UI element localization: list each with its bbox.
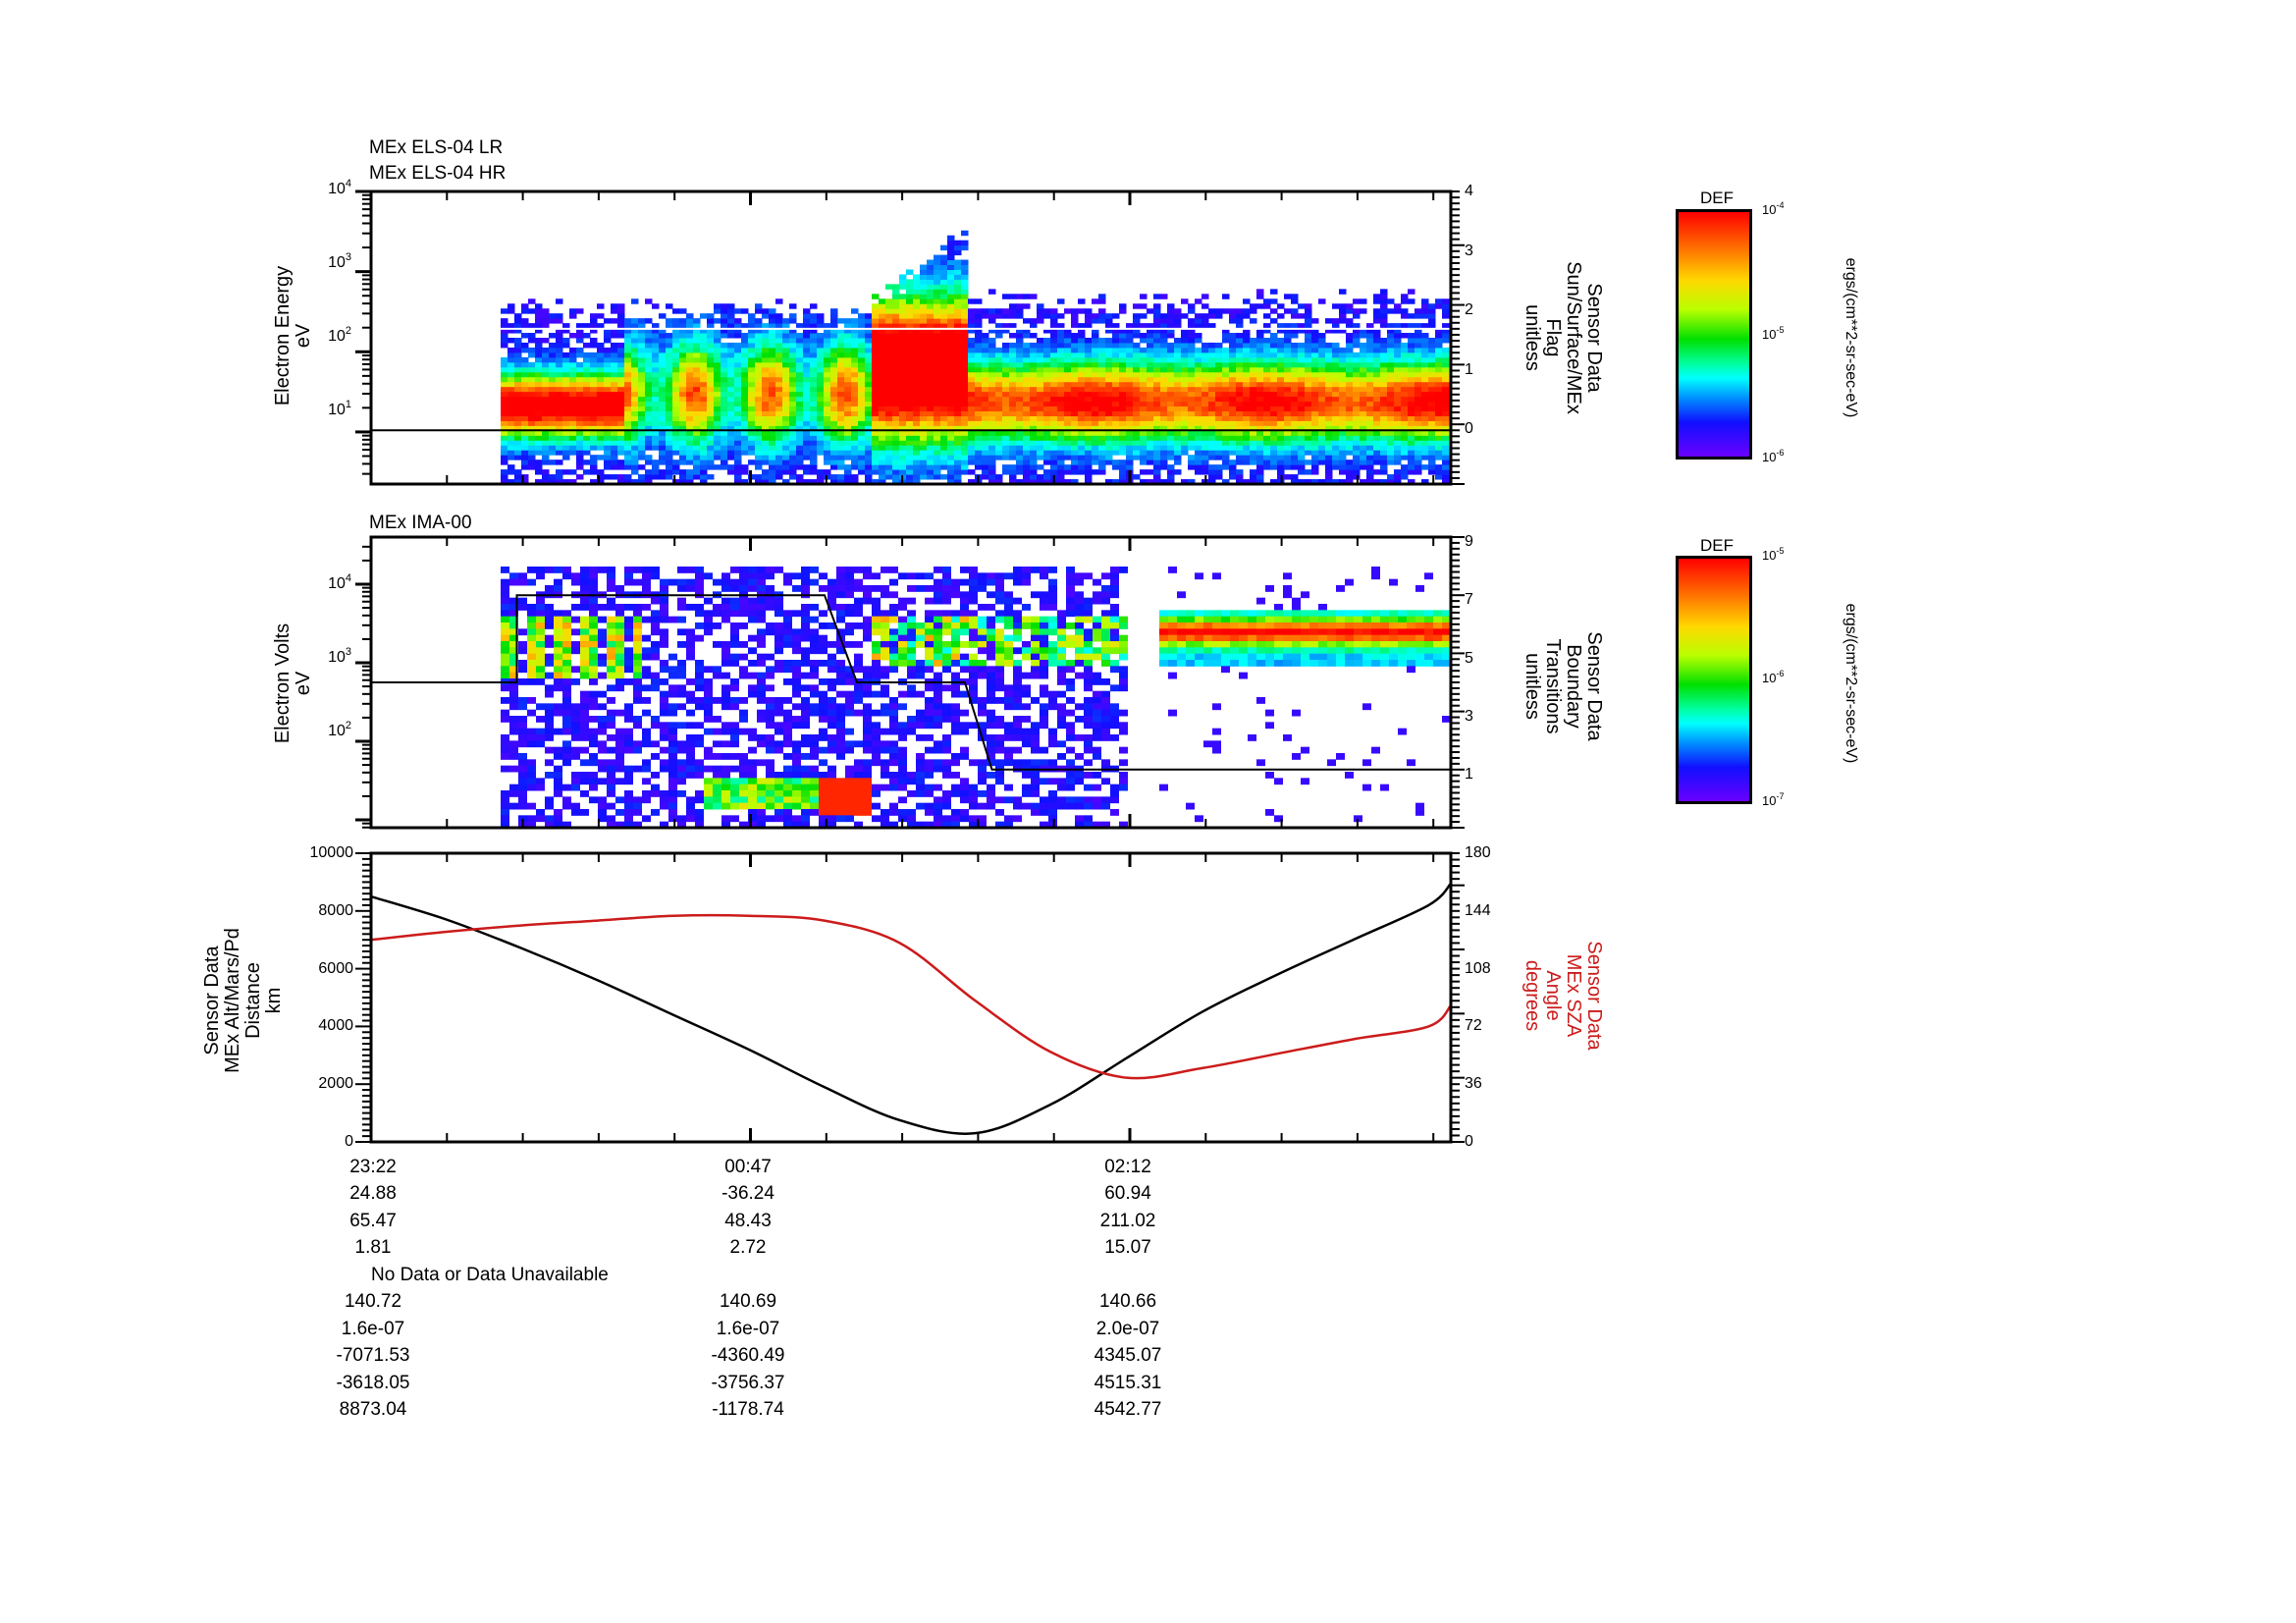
ima-rtick-1: 1: [1465, 766, 1473, 783]
ephem-value: 211.02: [1099, 1210, 1156, 1231]
orbit-lines: [370, 882, 1452, 1135]
ephem-value: 1.6e-07: [716, 1318, 780, 1339]
ephem-value: 140.72: [344, 1291, 402, 1312]
orbit-ytick-8000: 8000: [318, 902, 353, 919]
axes-frames: [355, 189, 1465, 1144]
ephem-value: 140.69: [719, 1291, 777, 1312]
orbit-ytick-2000: 2000: [318, 1075, 353, 1092]
ephem-value: -3756.37: [711, 1372, 785, 1393]
sza-line: [370, 913, 1452, 1080]
ephem-value: -1178.74: [712, 1399, 784, 1420]
ima-ytick-1e3: 103: [328, 646, 351, 666]
orbit-ytick-10000: 10000: [309, 844, 354, 861]
els-cb-mid: 10-5: [1762, 325, 1785, 342]
ima-rtick-9: 9: [1465, 533, 1473, 550]
ephem-value: 24.88: [349, 1183, 397, 1204]
els-title-lr: MEx ELS-04 LR: [369, 137, 504, 158]
ima-rtick-3: 3: [1465, 708, 1473, 725]
ephem-value: No Data or Data Unavailable: [371, 1264, 609, 1285]
ephem-value: 4345.07: [1094, 1345, 1162, 1366]
altitude-line: [370, 882, 1452, 1135]
ima-colorbar: [1676, 556, 1752, 804]
ephem-value: 60.94: [1104, 1183, 1151, 1204]
ephem-value: 1.6e-07: [341, 1318, 405, 1339]
ephem-value: 2.72: [729, 1237, 767, 1258]
orbit-rtick-72: 72: [1465, 1017, 1482, 1034]
ephem-value: -7071.53: [336, 1345, 410, 1366]
ephem-time-1: 00:47: [724, 1157, 772, 1177]
els-ytick-1e3: 103: [328, 251, 351, 271]
els-ytick-1e2: 102: [328, 325, 351, 345]
els-rtick-0: 0: [1465, 420, 1473, 437]
ephem-value: 48.43: [724, 1210, 772, 1231]
ima-title: MEx IMA-00: [369, 513, 472, 533]
orbit-rtick-0: 0: [1465, 1133, 1473, 1150]
ephem-value: 8873.04: [339, 1399, 407, 1420]
ima-ytick-1e2: 102: [328, 720, 351, 739]
ima-cb-mid: 10-6: [1762, 669, 1785, 685]
ima-cb-bottom: 10-7: [1762, 791, 1785, 808]
orbit-ytick-6000: 6000: [318, 960, 353, 977]
els-spectrogram: [371, 230, 1451, 485]
els-rtick-4: 4: [1465, 183, 1473, 199]
ephem-time-0: 23:22: [349, 1157, 397, 1177]
ephem-value: 4542.77: [1094, 1399, 1162, 1420]
ephem-value: -36.24: [721, 1183, 774, 1204]
ephem-value: 15.07: [1104, 1237, 1151, 1258]
ephem-value: 140.66: [1098, 1291, 1157, 1312]
ephem-value: -3618.05: [336, 1372, 410, 1393]
els-rtick-3: 3: [1465, 243, 1473, 259]
ephem-value: 4515.31: [1094, 1372, 1162, 1393]
ima-rtick-5: 5: [1465, 650, 1473, 667]
els-colorbar-title: DEF: [1700, 189, 1734, 207]
els-title-hr: MEx ELS-04 HR: [369, 163, 507, 184]
ima-cb-top: 10-5: [1762, 546, 1785, 563]
els-colorbar: [1676, 209, 1752, 460]
els-cb-bottom: 10-6: [1762, 448, 1785, 464]
ephem-value: 1.81: [354, 1237, 392, 1258]
ephem-time-2: 02:12: [1104, 1157, 1151, 1177]
ephem-value: 2.0e-07: [1095, 1318, 1160, 1339]
ima-spectrogram: [371, 567, 1451, 829]
els-rtick-2: 2: [1465, 301, 1473, 318]
orbit-rtick-144: 144: [1465, 902, 1491, 919]
orbit-rtick-180: 180: [1465, 844, 1491, 861]
els-ytick-1e4: 104: [328, 178, 351, 197]
orbit-ytick-4000: 4000: [318, 1017, 353, 1034]
orbit-rtick-108: 108: [1465, 960, 1491, 977]
orbit-rtick-36: 36: [1465, 1075, 1482, 1092]
ephem-value: -4360.49: [711, 1345, 785, 1366]
ima-rtick-7: 7: [1465, 591, 1473, 608]
els-ytick-1e1: 101: [328, 399, 351, 418]
els-rtick-1: 1: [1465, 361, 1473, 378]
ima-colorbar-title: DEF: [1700, 536, 1734, 555]
els-cb-top: 10-4: [1762, 200, 1785, 217]
ima-ytick-1e4: 104: [328, 572, 351, 592]
orbit-ytick-0: 0: [345, 1133, 353, 1150]
ephem-value: 65.47: [349, 1210, 397, 1231]
